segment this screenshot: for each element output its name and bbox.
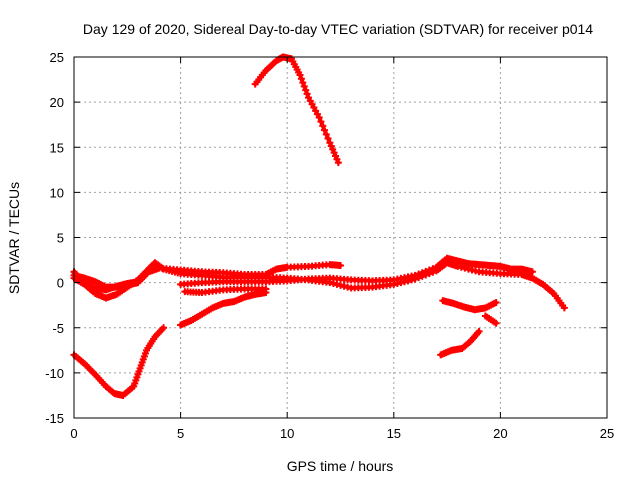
axes: 0 5 10 15 20 25 -15 -10 -5 0 5 10 15 20 25 bbox=[45, 50, 614, 441]
y-tick-label: -15 bbox=[45, 411, 64, 426]
y-tick-label: 0 bbox=[57, 276, 64, 291]
x-tick-label: 10 bbox=[280, 426, 294, 441]
data-point bbox=[492, 319, 500, 327]
y-tick-label: 5 bbox=[57, 231, 64, 246]
series-band bbox=[72, 325, 166, 398]
y-tick-label: 25 bbox=[50, 50, 64, 65]
series-track-e bbox=[177, 254, 536, 288]
data-point bbox=[492, 298, 500, 306]
y-tick-label: 20 bbox=[50, 95, 64, 110]
data-point bbox=[297, 75, 305, 83]
data-point bbox=[425, 266, 433, 274]
y-tick-label: -10 bbox=[45, 366, 64, 381]
data-point bbox=[422, 267, 430, 275]
data-point bbox=[418, 269, 426, 277]
x-tick-label: 0 bbox=[70, 426, 77, 441]
data-point bbox=[560, 304, 568, 312]
series-track-k bbox=[481, 312, 500, 327]
data-point bbox=[319, 122, 327, 130]
x-tick-label: 5 bbox=[177, 426, 184, 441]
chart-title: Day 129 of 2020, Sidereal Day-to-day VTE… bbox=[83, 21, 593, 37]
data-point bbox=[317, 118, 325, 126]
data-point bbox=[429, 265, 437, 273]
data-point bbox=[324, 135, 332, 143]
series-track-d bbox=[70, 268, 142, 294]
data-point bbox=[160, 324, 168, 332]
data-point bbox=[296, 71, 304, 79]
y-tick-label: -5 bbox=[52, 321, 64, 336]
data-point bbox=[475, 327, 483, 335]
data-point bbox=[300, 82, 308, 90]
y-axis-label: SDTVAR / TECUs bbox=[6, 182, 22, 294]
data-point bbox=[415, 270, 423, 278]
series-track-g bbox=[70, 324, 168, 399]
data-point bbox=[303, 90, 311, 98]
data-point bbox=[322, 130, 330, 138]
series-track-f bbox=[181, 285, 270, 297]
data-point bbox=[262, 289, 270, 297]
data-point bbox=[411, 271, 419, 279]
data-point bbox=[337, 261, 344, 269]
data-marks bbox=[70, 53, 568, 399]
series-track-j bbox=[437, 327, 483, 359]
data-point bbox=[134, 278, 142, 286]
y-tick-label: 15 bbox=[50, 140, 64, 155]
x-tick-label: 20 bbox=[493, 426, 507, 441]
series-track-a bbox=[251, 53, 342, 167]
x-axis-label: GPS time / hours bbox=[287, 458, 394, 474]
grid bbox=[74, 57, 607, 418]
y-tick-label: 10 bbox=[50, 185, 64, 200]
data-point bbox=[299, 79, 307, 87]
data-point bbox=[321, 126, 329, 134]
data-point bbox=[334, 159, 342, 167]
x-tick-label: 15 bbox=[387, 426, 401, 441]
series-track-i bbox=[439, 297, 500, 314]
x-tick-label: 25 bbox=[600, 426, 614, 441]
data-point bbox=[315, 113, 323, 121]
data-point bbox=[528, 268, 536, 276]
data-point bbox=[302, 86, 310, 94]
series-track-h bbox=[177, 289, 270, 329]
